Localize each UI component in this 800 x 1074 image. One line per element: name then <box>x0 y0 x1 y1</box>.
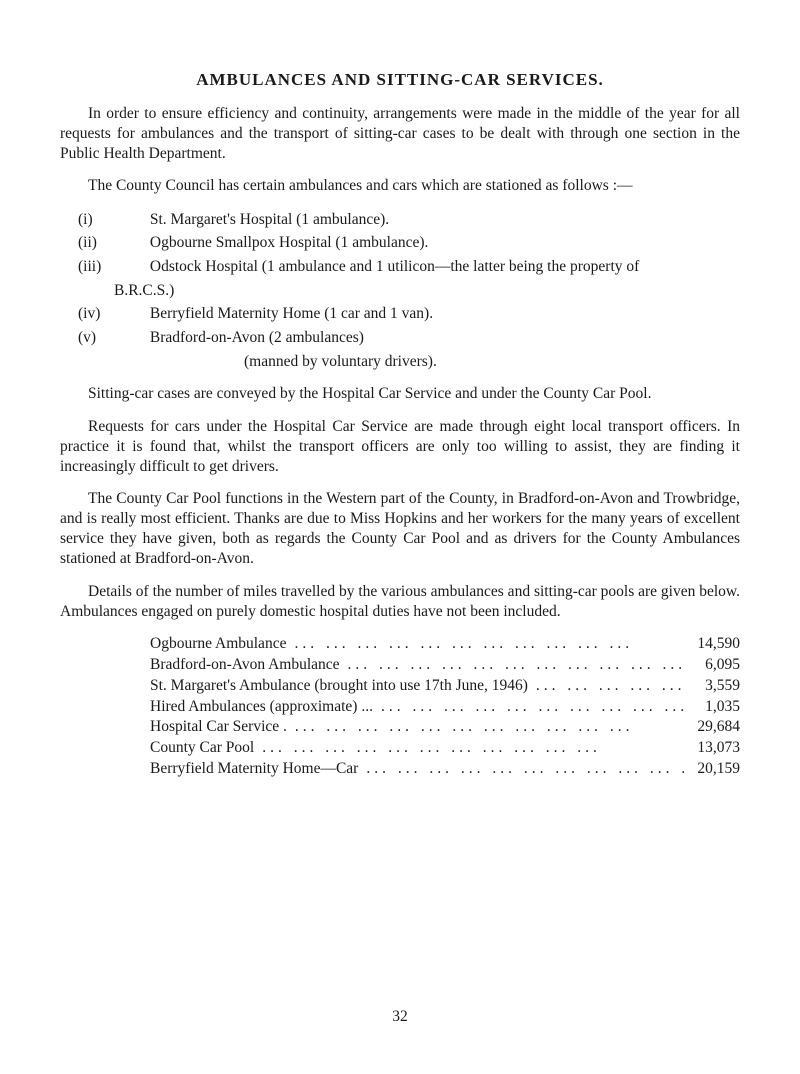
data-label: Bradford-on-Avon Ambulance <box>150 655 340 676</box>
data-label: St. Margaret's Ambulance (brought into u… <box>150 676 528 697</box>
roman-text-cont: B.R.C.S.) <box>114 282 174 299</box>
data-row: Hired Ambulances (approximate) ... ... .… <box>150 697 740 718</box>
data-value: 1,035 <box>684 697 740 718</box>
data-row: Hospital Car Service . ... ... ... ... .… <box>150 717 740 738</box>
roman-list: (i) St. Margaret's Hospital (1 ambulance… <box>60 209 740 373</box>
roman-text: St. Margaret's Hospital (1 ambulance). <box>150 211 389 228</box>
mileage-list: Ogbourne Ambulance ... ... ... ... ... .… <box>150 634 740 780</box>
data-value: 13,073 <box>684 738 740 759</box>
data-value: 14,590 <box>684 634 740 655</box>
data-label: Berryfield Maternity Home—Car <box>150 759 358 780</box>
data-row: Ogbourne Ambulance ... ... ... ... ... .… <box>150 634 740 655</box>
data-value: 3,559 <box>684 676 740 697</box>
leader-dots: ... ... ... ... ... ... ... ... ... ... … <box>286 634 684 655</box>
paragraph-council-lead: The County Council has certain ambulance… <box>60 176 740 196</box>
leader-dots: ... ... ... ... ... ... ... ... ... ... … <box>528 676 684 697</box>
roman-item-iii: (iii) Odstock Hospital (1 ambulance and … <box>60 256 740 278</box>
paragraph-requests: Requests for cars under the Hospital Car… <box>60 417 740 477</box>
roman-marker: (v) <box>114 327 146 349</box>
roman-text: Bradford-on-Avon (2 ambulances) <box>150 329 364 346</box>
leader-dots: ... ... ... ... ... ... ... ... ... ... … <box>287 717 684 738</box>
data-label: Ogbourne Ambulance <box>150 634 286 655</box>
data-label: Hired Ambulances (approximate) ... <box>150 697 373 718</box>
page-title: AMBULANCES AND SITTING-CAR SERVICES. <box>60 70 740 90</box>
roman-text: Ogbourne Smallpox Hospital (1 ambulance)… <box>150 234 429 251</box>
leader-dots: ... ... ... ... ... ... ... ... ... ... … <box>373 697 684 718</box>
roman-text-cont: (manned by voluntary drivers). <box>244 353 437 370</box>
roman-marker: (i) <box>114 209 146 231</box>
page-number: 32 <box>0 1008 800 1026</box>
data-row: County Car Pool ... ... ... ... ... ... … <box>150 738 740 759</box>
roman-item-iii-cont: B.R.C.S.) <box>60 280 740 302</box>
roman-text: Odstock Hospital (1 ambulance and 1 util… <box>150 258 639 275</box>
roman-item-ii: (ii) Ogbourne Smallpox Hospital (1 ambul… <box>60 232 740 254</box>
leader-dots: ... ... ... ... ... ... ... ... ... ... … <box>254 738 684 759</box>
roman-marker: (iv) <box>114 303 146 325</box>
paragraph-details: Details of the number of miles travelled… <box>60 582 740 622</box>
roman-item-i: (i) St. Margaret's Hospital (1 ambulance… <box>60 209 740 231</box>
data-value: 6,095 <box>684 655 740 676</box>
document-page: AMBULANCES AND SITTING-CAR SERVICES. In … <box>0 0 800 1074</box>
paragraph-pool: The County Car Pool functions in the Wes… <box>60 489 740 570</box>
data-label: County Car Pool <box>150 738 254 759</box>
roman-item-v-cont: (manned by voluntary drivers). <box>60 351 740 373</box>
data-row: Bradford-on-Avon Ambulance ... ... ... .… <box>150 655 740 676</box>
roman-item-v: (v) Bradford-on-Avon (2 ambulances) <box>60 327 740 349</box>
data-row: St. Margaret's Ambulance (brought into u… <box>150 676 740 697</box>
roman-text: Berryfield Maternity Home (1 car and 1 v… <box>150 305 433 322</box>
data-value: 20,159 <box>684 759 740 780</box>
leader-dots: ... ... ... ... ... ... ... ... ... ... … <box>358 759 684 780</box>
roman-marker: (ii) <box>114 232 146 254</box>
paragraph-sitting-car: Sitting-car cases are conveyed by the Ho… <box>60 384 740 404</box>
roman-item-iv: (iv) Berryfield Maternity Home (1 car an… <box>60 303 740 325</box>
paragraph-intro: In order to ensure efficiency and contin… <box>60 104 740 164</box>
data-row: Berryfield Maternity Home—Car ... ... ..… <box>150 759 740 780</box>
leader-dots: ... ... ... ... ... ... ... ... ... ... … <box>340 655 684 676</box>
data-label: Hospital Car Service . <box>150 717 287 738</box>
data-value: 29,684 <box>684 717 740 738</box>
roman-marker: (iii) <box>114 256 146 278</box>
